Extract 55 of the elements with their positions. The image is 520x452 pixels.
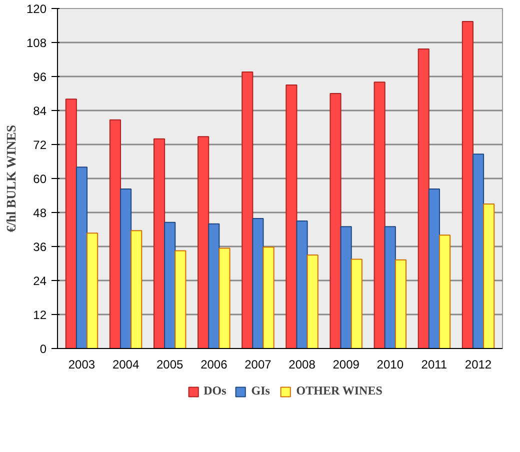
x-tick-label: 2008 bbox=[288, 358, 316, 372]
x-tick-label: 2006 bbox=[200, 358, 228, 372]
x-tick-label: 2007 bbox=[244, 358, 272, 372]
bar bbox=[86, 232, 98, 348]
bar bbox=[130, 230, 142, 348]
x-tick-label: 2005 bbox=[156, 358, 184, 372]
bar bbox=[208, 223, 220, 348]
bar bbox=[418, 48, 430, 348]
bar bbox=[164, 222, 176, 348]
bar bbox=[153, 138, 166, 348]
legend-label: GIs bbox=[251, 384, 271, 398]
bar bbox=[374, 82, 386, 348]
x-tick-label: 2004 bbox=[112, 358, 140, 372]
y-tick-label: 120 bbox=[26, 2, 47, 16]
x-tick-label: 2009 bbox=[332, 358, 360, 372]
bar bbox=[350, 258, 362, 348]
bar bbox=[472, 154, 484, 348]
y-tick-label: 0 bbox=[40, 342, 47, 356]
y-tick-label: 60 bbox=[33, 172, 47, 186]
bar bbox=[428, 188, 440, 348]
bar bbox=[438, 234, 451, 348]
legend-label: DOs bbox=[204, 384, 226, 398]
bar bbox=[340, 226, 352, 348]
bar bbox=[252, 218, 264, 348]
bar bbox=[65, 98, 77, 348]
y-tick-label: 96 bbox=[33, 70, 47, 84]
bar bbox=[306, 254, 318, 348]
y-tick-label: 84 bbox=[33, 104, 47, 118]
x-tick-label: 2011 bbox=[421, 358, 448, 372]
y-tick-label: 24 bbox=[33, 274, 47, 288]
bar bbox=[198, 136, 210, 348]
bar bbox=[330, 93, 342, 348]
legend-label: OTHER WINES bbox=[296, 384, 382, 398]
bar bbox=[120, 188, 132, 348]
bar bbox=[174, 250, 186, 348]
x-tick-label: 2003 bbox=[68, 358, 96, 372]
bar bbox=[384, 226, 396, 348]
bar bbox=[218, 248, 230, 348]
x-tick-label: 2010 bbox=[376, 358, 404, 372]
bar bbox=[483, 204, 495, 348]
bar bbox=[262, 246, 274, 348]
y-tick-label: 36 bbox=[33, 240, 47, 254]
bar bbox=[242, 71, 254, 348]
y-tick-label: 72 bbox=[33, 138, 47, 152]
y-tick-label: 12 bbox=[33, 308, 47, 322]
bar bbox=[286, 84, 298, 348]
bar bbox=[394, 259, 407, 348]
bar bbox=[76, 166, 88, 348]
x-tick-label: 2012 bbox=[464, 358, 492, 372]
bar bbox=[109, 119, 122, 348]
y-axis-title: €/hl BULK WINES bbox=[3, 124, 18, 232]
bar bbox=[296, 220, 308, 348]
y-tick-label: 108 bbox=[26, 36, 47, 50]
bar bbox=[462, 21, 474, 348]
y-tick-label: 48 bbox=[33, 206, 47, 220]
